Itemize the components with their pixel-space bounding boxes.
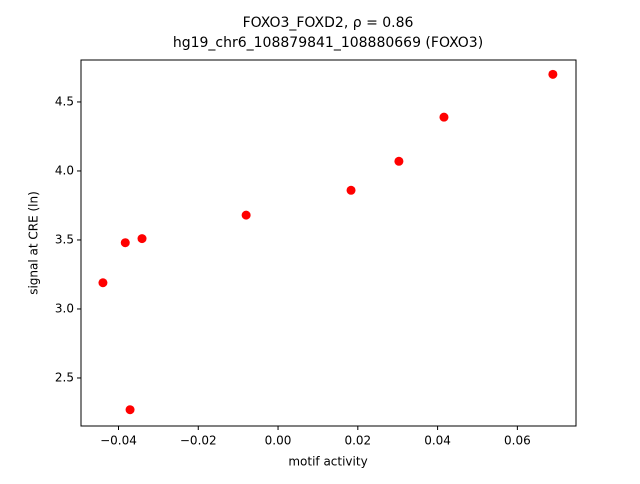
y-tick-label: 2.5 <box>55 370 74 384</box>
y-axis-label: signal at CRE (ln) <box>27 191 41 295</box>
y-tick-label: 4.0 <box>55 163 74 177</box>
x-tick-label: −0.02 <box>180 434 217 448</box>
point <box>548 69 558 79</box>
point <box>394 156 404 166</box>
x-tick-label: 0.00 <box>265 434 292 448</box>
point <box>98 278 108 288</box>
chart-title: FOXO3_FOXD2, ρ = 0.86 <box>243 15 414 31</box>
chart-subtitle: hg19_chr6_108879841_108880669 (FOXO3) <box>173 35 483 51</box>
y-tick-label: 3.0 <box>55 301 74 315</box>
x-tick-label: 0.02 <box>344 434 371 448</box>
point <box>241 210 251 220</box>
x-tick-label: −0.04 <box>100 434 137 448</box>
point <box>346 185 356 195</box>
point <box>137 234 147 244</box>
plot-frame <box>80 59 577 427</box>
y-tick-label: 3.5 <box>55 232 74 246</box>
point <box>120 238 130 248</box>
x-axis-label: motif activity <box>288 455 367 469</box>
point <box>439 112 449 122</box>
x-tick-label: 0.04 <box>424 434 451 448</box>
x-tick-label: 0.06 <box>504 434 531 448</box>
y-tick-label: 4.5 <box>55 94 74 108</box>
point <box>125 405 135 415</box>
